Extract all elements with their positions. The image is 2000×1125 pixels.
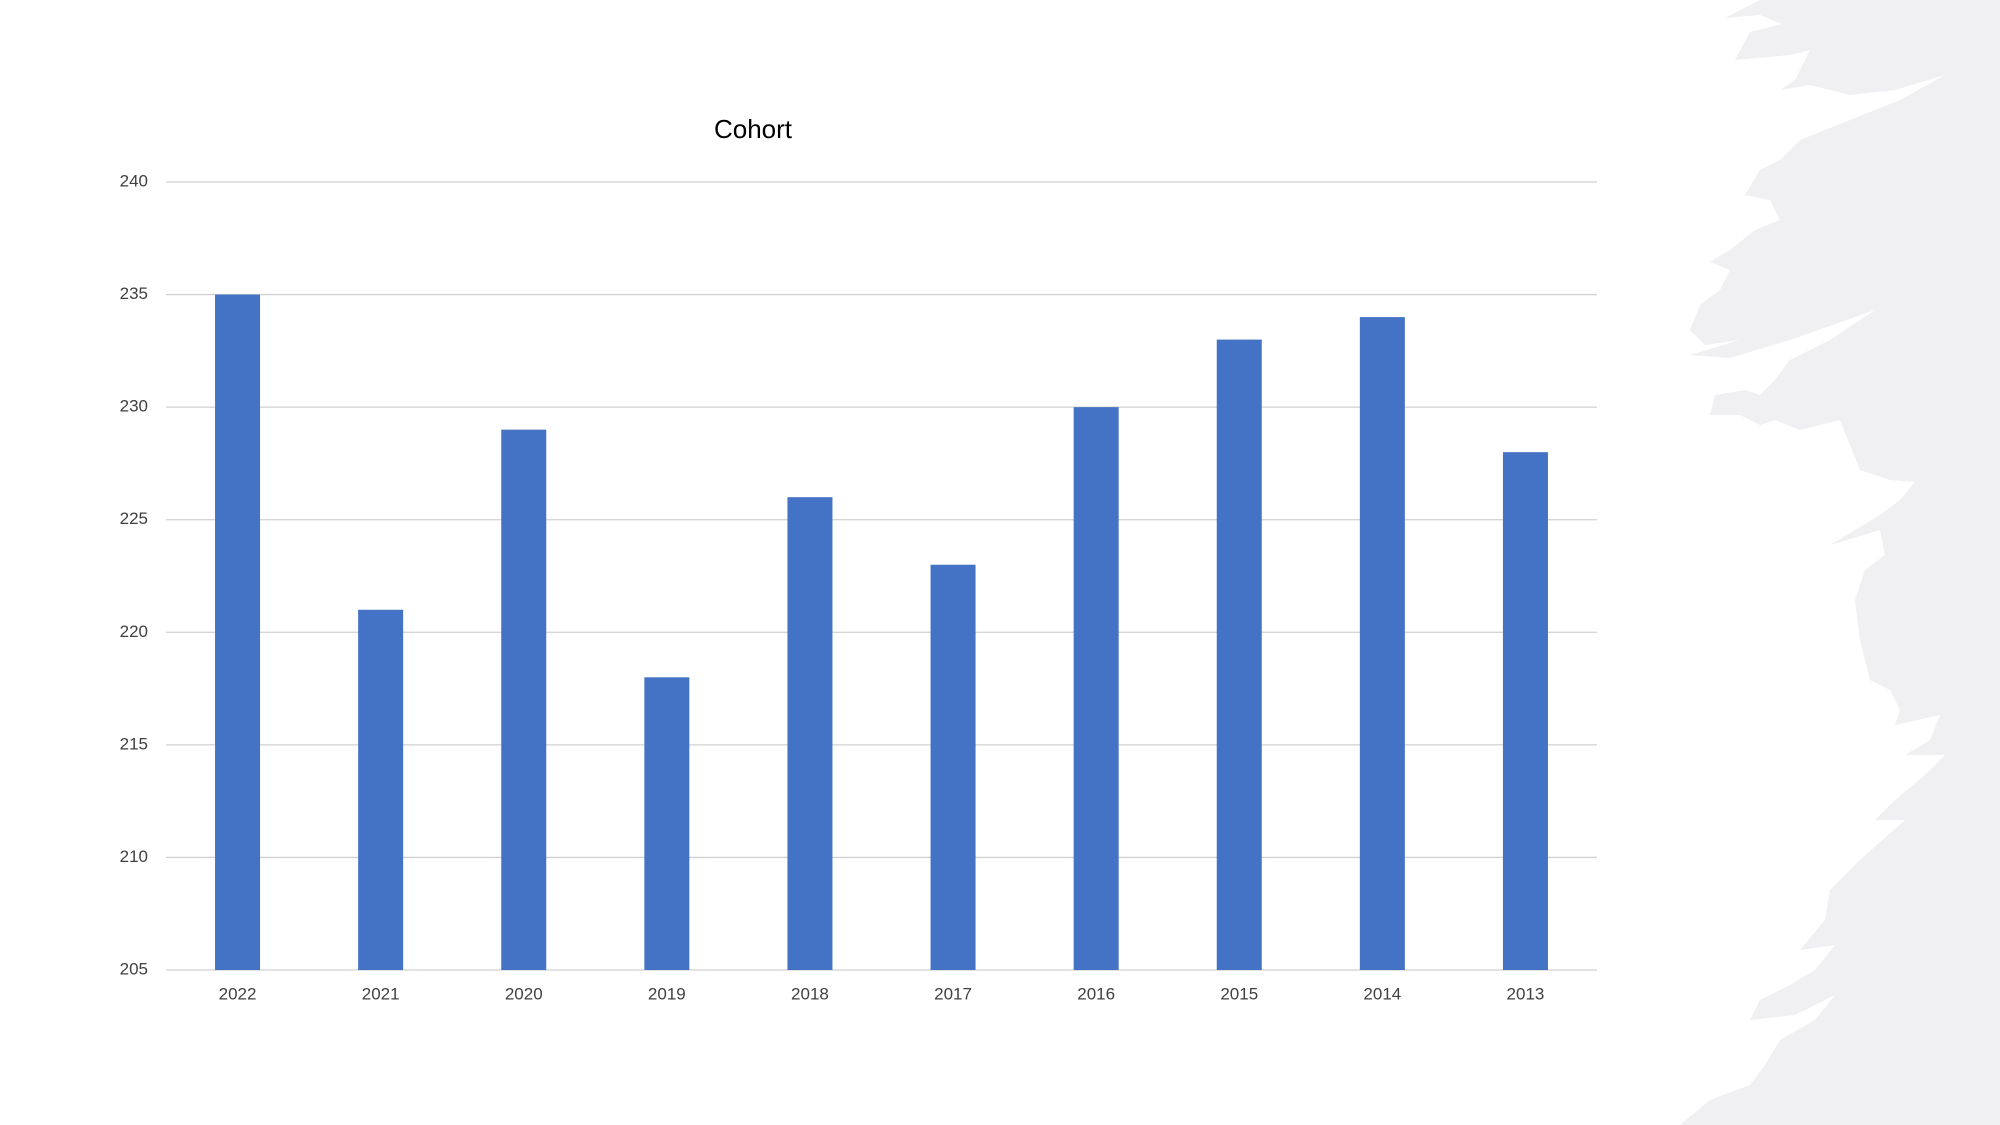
x-tick-label: 2013 bbox=[1507, 984, 1545, 1003]
x-tick-label: 2017 bbox=[934, 984, 972, 1003]
x-tick-label: 2019 bbox=[648, 984, 686, 1003]
decoration bbox=[1680, 0, 2000, 1125]
bar bbox=[930, 564, 976, 970]
chart-title: Cohort bbox=[714, 114, 793, 144]
y-tick-label: 230 bbox=[120, 397, 148, 416]
bar bbox=[1073, 407, 1119, 971]
y-tick-label: 225 bbox=[120, 509, 148, 528]
y-tick-label: 240 bbox=[120, 171, 148, 190]
x-tick-label: 2015 bbox=[1220, 984, 1258, 1003]
y-tick-label: 215 bbox=[120, 734, 148, 753]
x-tick-label: 2018 bbox=[791, 984, 829, 1003]
x-tick-label: 2022 bbox=[219, 984, 257, 1003]
bar bbox=[787, 497, 833, 970]
x-tick-label: 2014 bbox=[1363, 984, 1401, 1003]
y-tick-label: 235 bbox=[120, 284, 148, 303]
y-tick-label: 210 bbox=[120, 847, 148, 866]
y-tick-label: 220 bbox=[120, 622, 148, 641]
y-tick-label: 205 bbox=[120, 959, 148, 978]
bar bbox=[1359, 317, 1405, 971]
bar bbox=[644, 677, 690, 970]
x-tick-label: 2020 bbox=[505, 984, 543, 1003]
x-tick-label: 2016 bbox=[1077, 984, 1115, 1003]
bar bbox=[501, 429, 547, 971]
bar bbox=[215, 294, 261, 971]
bar bbox=[358, 609, 404, 970]
x-tick-label: 2021 bbox=[362, 984, 400, 1003]
bar bbox=[1216, 339, 1262, 971]
bar bbox=[1502, 452, 1548, 971]
